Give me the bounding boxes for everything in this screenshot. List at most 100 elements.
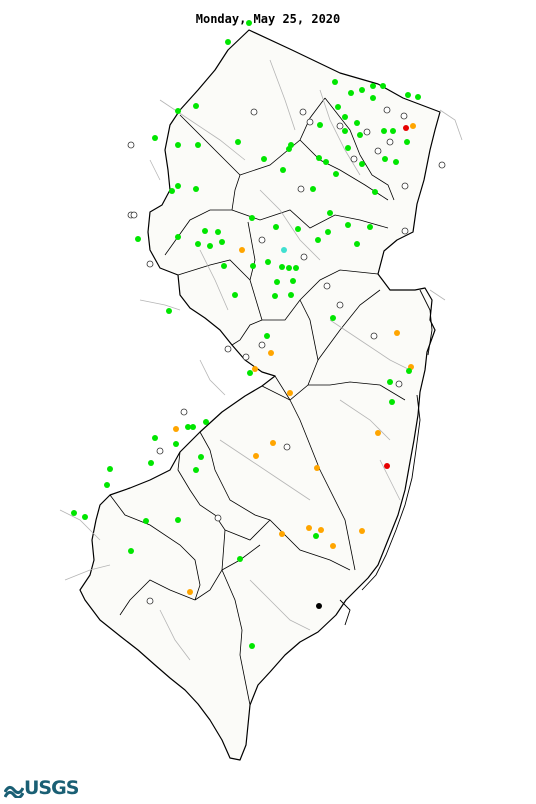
station-marker-green[interactable]	[310, 186, 316, 192]
station-marker-green[interactable]	[148, 460, 154, 466]
station-marker-green[interactable]	[315, 237, 321, 243]
station-marker-green[interactable]	[286, 146, 292, 152]
station-marker-green[interactable]	[249, 643, 255, 649]
station-marker-green[interactable]	[185, 424, 191, 430]
station-marker-hollow[interactable]	[258, 341, 266, 349]
station-marker-hollow[interactable]	[299, 108, 307, 116]
station-marker-green[interactable]	[190, 424, 196, 430]
station-marker-green[interactable]	[406, 368, 412, 374]
station-marker-green[interactable]	[405, 92, 411, 98]
station-marker-hollow[interactable]	[180, 408, 188, 416]
station-marker-green[interactable]	[193, 467, 199, 473]
station-marker-green[interactable]	[175, 142, 181, 148]
station-marker-green[interactable]	[219, 239, 225, 245]
station-marker-green[interactable]	[354, 120, 360, 126]
station-marker-orange[interactable]	[279, 531, 285, 537]
station-marker-green[interactable]	[323, 159, 329, 165]
station-marker-hollow[interactable]	[323, 282, 331, 290]
station-marker-hollow[interactable]	[297, 185, 305, 193]
station-marker-green[interactable]	[169, 188, 175, 194]
station-marker-green[interactable]	[286, 265, 292, 271]
station-marker-orange[interactable]	[270, 440, 276, 446]
station-marker-cyan[interactable]	[281, 247, 287, 253]
station-marker-red[interactable]	[403, 125, 409, 131]
station-marker-green[interactable]	[345, 145, 351, 151]
station-marker-hollow[interactable]	[242, 353, 250, 361]
station-marker-green[interactable]	[247, 370, 253, 376]
station-marker-hollow[interactable]	[283, 443, 291, 451]
station-marker-orange[interactable]	[318, 527, 324, 533]
station-marker-orange[interactable]	[410, 123, 416, 129]
station-marker-hollow[interactable]	[146, 260, 154, 268]
station-marker-green[interactable]	[274, 279, 280, 285]
station-marker-hollow[interactable]	[214, 514, 222, 522]
station-marker-orange[interactable]	[252, 366, 258, 372]
station-marker-green[interactable]	[202, 228, 208, 234]
station-marker-green[interactable]	[415, 94, 421, 100]
station-marker-green[interactable]	[280, 167, 286, 173]
station-marker-green[interactable]	[288, 292, 294, 298]
station-marker-green[interactable]	[152, 435, 158, 441]
station-marker-green[interactable]	[193, 103, 199, 109]
station-marker-hollow[interactable]	[146, 597, 154, 605]
station-marker-hollow[interactable]	[127, 141, 135, 149]
station-marker-green[interactable]	[235, 139, 241, 145]
station-marker-hollow[interactable]	[350, 155, 358, 163]
station-marker-green[interactable]	[372, 189, 378, 195]
station-marker-green[interactable]	[380, 83, 386, 89]
station-marker-green[interactable]	[195, 241, 201, 247]
station-marker-hollow[interactable]	[130, 211, 138, 219]
station-marker-orange[interactable]	[187, 589, 193, 595]
station-marker-green[interactable]	[104, 482, 110, 488]
station-marker-green[interactable]	[207, 243, 213, 249]
station-marker-green[interactable]	[404, 139, 410, 145]
station-marker-green[interactable]	[265, 259, 271, 265]
station-marker-green[interactable]	[203, 419, 209, 425]
station-marker-hollow[interactable]	[156, 447, 164, 455]
station-marker-green[interactable]	[389, 399, 395, 405]
station-marker-hollow[interactable]	[300, 253, 308, 261]
station-marker-green[interactable]	[279, 264, 285, 270]
station-marker-green[interactable]	[195, 142, 201, 148]
station-marker-green[interactable]	[237, 556, 243, 562]
station-marker-green[interactable]	[345, 222, 351, 228]
station-marker-green[interactable]	[264, 333, 270, 339]
station-marker-hollow[interactable]	[336, 301, 344, 309]
station-marker-orange[interactable]	[330, 543, 336, 549]
station-marker-hollow[interactable]	[395, 380, 403, 388]
station-marker-green[interactable]	[193, 186, 199, 192]
station-marker-green[interactable]	[71, 510, 77, 516]
station-marker-green[interactable]	[175, 517, 181, 523]
station-marker-green[interactable]	[359, 87, 365, 93]
station-marker-green[interactable]	[327, 210, 333, 216]
station-marker-green[interactable]	[332, 79, 338, 85]
station-marker-green[interactable]	[249, 215, 255, 221]
station-marker-green[interactable]	[250, 263, 256, 269]
station-marker-green[interactable]	[175, 183, 181, 189]
station-marker-orange[interactable]	[314, 465, 320, 471]
station-marker-green[interactable]	[381, 128, 387, 134]
station-marker-green[interactable]	[143, 518, 149, 524]
station-marker-orange[interactable]	[359, 528, 365, 534]
station-marker-green[interactable]	[272, 293, 278, 299]
station-marker-green[interactable]	[175, 108, 181, 114]
station-marker-green[interactable]	[198, 454, 204, 460]
station-marker-green[interactable]	[370, 83, 376, 89]
station-marker-hollow[interactable]	[363, 128, 371, 136]
station-marker-green[interactable]	[215, 229, 221, 235]
station-marker-green[interactable]	[152, 135, 158, 141]
station-marker-hollow[interactable]	[401, 227, 409, 235]
station-marker-orange[interactable]	[394, 330, 400, 336]
station-marker-green[interactable]	[82, 514, 88, 520]
station-marker-green[interactable]	[175, 234, 181, 240]
station-marker-orange[interactable]	[173, 426, 179, 432]
station-marker-green[interactable]	[348, 90, 354, 96]
station-marker-green[interactable]	[359, 161, 365, 167]
station-marker-green[interactable]	[221, 263, 227, 269]
station-marker-green[interactable]	[232, 292, 238, 298]
station-marker-hollow[interactable]	[386, 138, 394, 146]
station-marker-green[interactable]	[342, 114, 348, 120]
station-marker-orange[interactable]	[253, 453, 259, 459]
station-marker-hollow[interactable]	[258, 236, 266, 244]
station-marker-hollow[interactable]	[438, 161, 446, 169]
